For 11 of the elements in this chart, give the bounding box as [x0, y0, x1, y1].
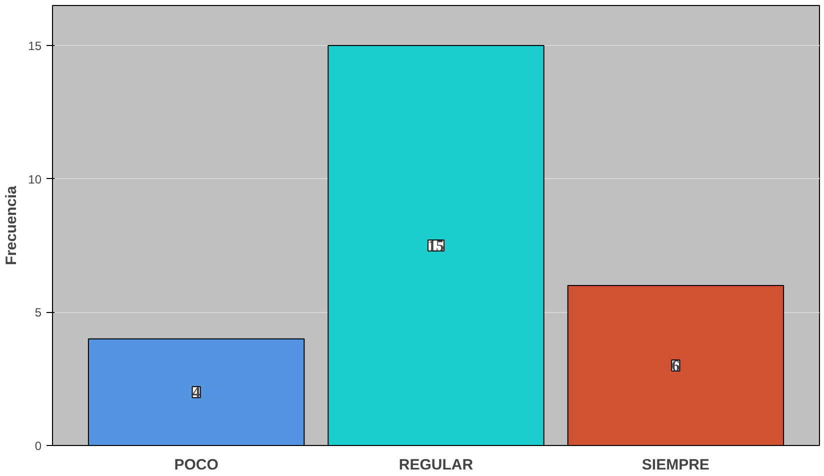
y-tick-label: 10 [28, 172, 42, 186]
x-tick-label: REGULAR [398, 456, 474, 474]
bar [88, 338, 305, 446]
y-axis-title: Frecuencia [3, 185, 20, 266]
bar [328, 45, 544, 446]
y-tick-label: 0 [34, 439, 42, 453]
bar [567, 285, 784, 446]
y-tick-label: 15 [28, 39, 42, 53]
x-tick-label: SIEMPRE [642, 456, 710, 474]
y-tick-label: 5 [34, 306, 42, 320]
x-tick-label: POCO [174, 456, 219, 474]
